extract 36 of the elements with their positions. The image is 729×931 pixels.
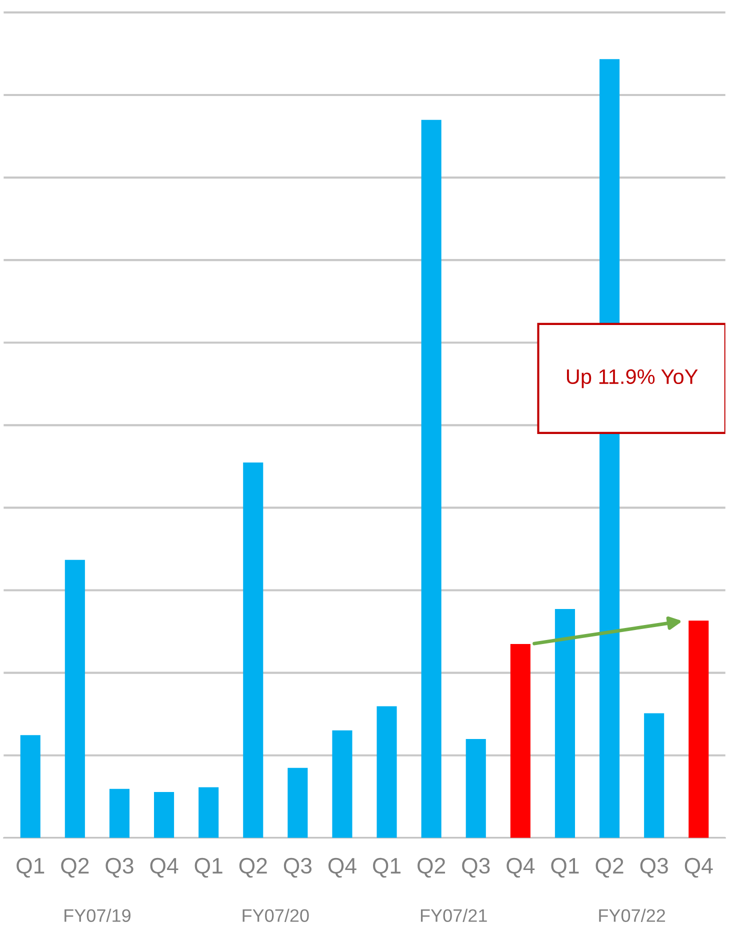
bar: [288, 768, 308, 838]
x-tick-label: Q1: [373, 858, 401, 878]
annotation: Up 11.9% YoY: [566, 369, 698, 388]
x-tick-label: Q3: [462, 858, 490, 878]
bar: [64, 560, 85, 838]
x-tick-label: Q3: [640, 858, 668, 878]
x-tick-label: Q3: [284, 858, 312, 878]
x-tick-label: Q4: [684, 858, 713, 878]
bar: [376, 706, 397, 838]
text: FY07/20: [242, 908, 309, 922]
bar: [510, 644, 530, 838]
bar: [688, 620, 709, 838]
x-tick-label: Q1: [194, 858, 222, 878]
bar: [644, 713, 664, 838]
bar: [466, 739, 486, 838]
bar: [421, 120, 442, 838]
bar: [332, 730, 352, 838]
bar: [20, 735, 40, 838]
x-tick-label: Q2: [418, 858, 446, 878]
x-tick-label: Q4: [150, 858, 178, 878]
x-tick-label: Q2: [239, 858, 267, 878]
x-tick-label: Q4: [328, 858, 356, 878]
bar: [109, 788, 130, 838]
text: FY07/19: [64, 908, 130, 922]
x-tick-label: Q2: [596, 858, 624, 878]
bar: [198, 787, 219, 838]
text: FY07/22: [599, 908, 666, 922]
x-tick-label: Q3: [106, 858, 134, 878]
x-tick-label: Q1: [16, 858, 44, 878]
text: FY07/21: [420, 908, 487, 922]
x-tick-label: Q2: [61, 858, 89, 878]
x-tick-label: Q1: [551, 858, 579, 878]
bar: [154, 792, 174, 838]
bar: [243, 462, 264, 838]
bar: [554, 608, 575, 838]
x-tick-label: Q4: [506, 858, 535, 878]
